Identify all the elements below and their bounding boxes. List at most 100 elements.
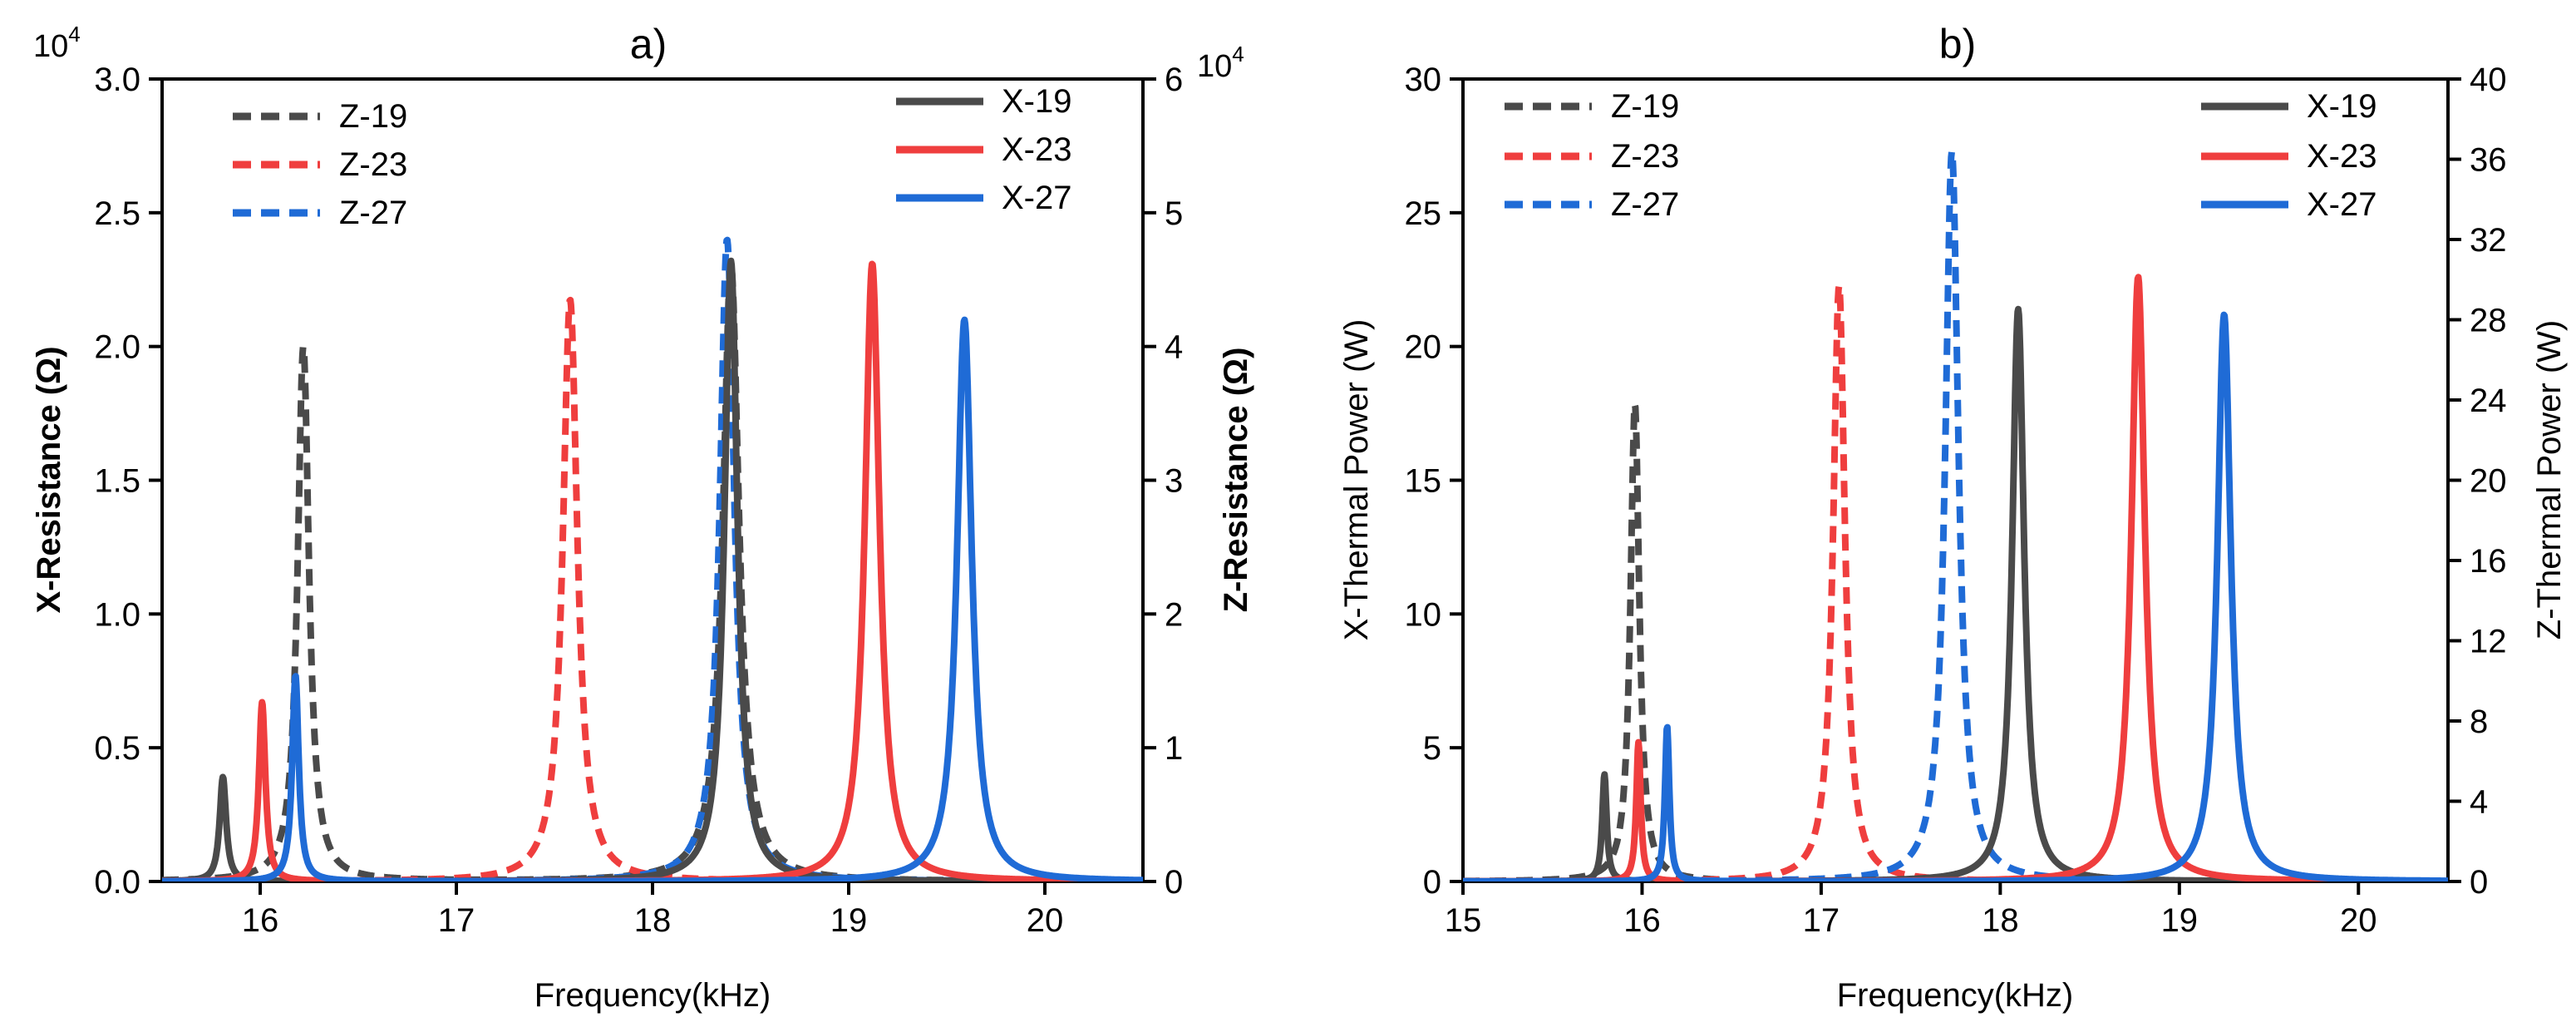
y-axis-label-b: X-Thermal Power (W)	[1338, 319, 1375, 641]
y-right-multiplier-a: 104	[1197, 42, 1244, 84]
series-line-z-27	[1463, 148, 2448, 881]
x-tick-label: 20	[1027, 902, 1064, 939]
y-tick-label: 2.0	[94, 329, 140, 366]
legend-label: X-19	[1002, 83, 1072, 120]
x-axis-ticks-b: 15 16 17 18 19 20	[1445, 881, 2377, 939]
y-tick-label: 0.5	[94, 730, 140, 767]
plot-area-b: 15 16 17 18 19 20 0 5 10 15 20 25 30 0 4 8 12 16 20 24 28 3…	[1405, 62, 2507, 939]
legend-label: Z-19	[339, 98, 407, 135]
chart-panel-a: a) 16 17 18 19 20 0.0 0.5 1.0 1.5 2.0 2.5 3.0 0 1 2 3…	[31, 21, 1254, 1014]
legend-left-b: Z-19 Z-23 Z-27	[1505, 88, 1679, 223]
y-right-axis-label-b: Z-Thermal Power (W)	[2531, 320, 2568, 639]
legend-item-x19-a: X-19	[896, 83, 1072, 120]
plot-frame-a	[160, 77, 1145, 883]
x-tick-label: 15	[1445, 902, 1482, 939]
x-tick-label: 16	[242, 902, 279, 939]
y-right-tick-label: 40	[2470, 62, 2507, 98]
y-right-tick-label: 16	[2470, 543, 2507, 580]
panel-label-a: a)	[630, 21, 667, 67]
series-lines-a	[162, 236, 1143, 881]
legend-right-b: X-19 X-23 X-27	[2201, 88, 2377, 223]
y-axis-ticks-b: 0 5 10 15 20 25 30	[1405, 62, 1463, 901]
series-line-x-19	[1463, 305, 2448, 881]
y-right-tick-label: 3	[1165, 463, 1183, 500]
x-tick-label: 18	[1982, 902, 2019, 939]
y-tick-label: 0	[1423, 864, 1441, 901]
x-tick-label: 19	[2161, 902, 2199, 939]
y-right-tick-label: 8	[2470, 704, 2488, 740]
x-tick-label: 19	[830, 902, 868, 939]
legend-item-x27-b: X-27	[2201, 186, 2377, 223]
legend-label: X-19	[2307, 88, 2377, 125]
x-tick-label: 17	[1803, 902, 1840, 939]
y-tick-label: 3.0	[94, 62, 140, 98]
series-lines-b	[1463, 148, 2448, 881]
x-tick-label: 20	[2340, 902, 2377, 939]
y-tick-label: 2.5	[94, 195, 140, 232]
y-right-tick-label: 4	[2470, 784, 2488, 821]
y-right-tick-label: 0	[2470, 864, 2488, 901]
legend-label: X-27	[2307, 186, 2377, 223]
legend-label: X-23	[1002, 131, 1072, 168]
series-line-z-23	[162, 296, 1143, 881]
panel-label-b: b)	[1939, 21, 1976, 67]
y-right-tick-label: 6	[1165, 62, 1183, 98]
plot-area-a: 16 17 18 19 20 0.0 0.5 1.0 1.5 2.0 2.5 3.0 0 1 2 3 4 5 6	[94, 62, 1183, 939]
series-line-z-27	[162, 236, 1143, 881]
legend-item-x23-a: X-23	[896, 131, 1072, 168]
y-tick-label: 1.0	[94, 596, 140, 633]
x-tick-label: 16	[1623, 902, 1661, 939]
y-right-tick-label: 0	[1165, 864, 1183, 901]
y-tick-label: 20	[1405, 329, 1442, 366]
legend-item-x27-a: X-27	[896, 180, 1072, 216]
x-tick-label: 18	[634, 902, 672, 939]
y-multiplier-a: 104	[33, 22, 81, 64]
x-axis-ticks-a: 16 17 18 19 20	[242, 881, 1064, 939]
y-right-tick-label: 5	[1165, 195, 1183, 232]
series-line-z-19	[1463, 401, 2448, 881]
x-tick-label: 17	[438, 902, 475, 939]
y-axis-ticks-a: 0.0 0.5 1.0 1.5 2.0 2.5 3.0	[94, 62, 162, 901]
y-right-tick-label: 28	[2470, 303, 2507, 339]
legend-item-z23-a: Z-23	[233, 146, 407, 183]
legend-label: X-23	[2307, 138, 2377, 175]
chart-panel-b: b) 15 16 17 18 19 20 0 5 10 15 20 25 30 0 4 8 12 16 20 24…	[1338, 21, 2568, 1014]
legend-item-z19-a: Z-19	[233, 98, 407, 135]
legend-left-a: Z-19 Z-23 Z-27	[233, 98, 407, 231]
y-right-axis-ticks-a: 0 1 2 3 4 5 6	[1143, 62, 1183, 901]
legend-item-z23-b: Z-23	[1505, 138, 1679, 175]
legend-item-z19-b: Z-19	[1505, 88, 1679, 125]
legend-label: Z-27	[1611, 186, 1679, 223]
y-right-tick-label: 20	[2470, 463, 2507, 500]
series-line-x-27	[162, 316, 1143, 881]
y-right-tick-label: 36	[2470, 142, 2507, 179]
y-right-tick-label: 1	[1165, 730, 1183, 767]
legend-item-z27-b: Z-27	[1505, 186, 1679, 223]
y-right-tick-label: 4	[1165, 329, 1183, 366]
legend-label: Z-27	[339, 195, 407, 231]
y-right-tick-label: 2	[1165, 596, 1183, 633]
legend-label: Z-23	[339, 146, 407, 183]
legend-item-z27-a: Z-27	[233, 195, 407, 231]
y-right-axis-label-a: Z-Resistance (Ω)	[1218, 348, 1254, 613]
y-right-axis-ticks-b: 0 4 8 12 16 20 24 28 32 36 40	[2448, 62, 2507, 901]
y-tick-label: 1.5	[94, 463, 140, 500]
y-tick-label: 15	[1405, 463, 1442, 500]
legend-label: Z-19	[1611, 88, 1679, 125]
legend-label: X-27	[1002, 180, 1072, 216]
y-right-tick-label: 12	[2470, 624, 2507, 660]
legend-label: Z-23	[1611, 138, 1679, 175]
y-tick-label: 30	[1405, 62, 1442, 98]
y-tick-label: 10	[1405, 596, 1442, 633]
y-tick-label: 0.0	[94, 864, 140, 901]
y-tick-label: 25	[1405, 195, 1442, 232]
x-axis-label-a: Frequency(kHz)	[534, 977, 771, 1014]
legend-item-x23-b: X-23	[2201, 138, 2377, 175]
y-axis-label-a: X-Resistance (Ω)	[31, 346, 67, 613]
y-tick-label: 5	[1423, 730, 1441, 767]
series-line-z-19	[162, 263, 1143, 881]
legend-right-a: X-19 X-23 X-27	[896, 83, 1072, 216]
y-right-tick-label: 24	[2470, 383, 2507, 419]
series-line-x-23	[1463, 274, 2448, 881]
